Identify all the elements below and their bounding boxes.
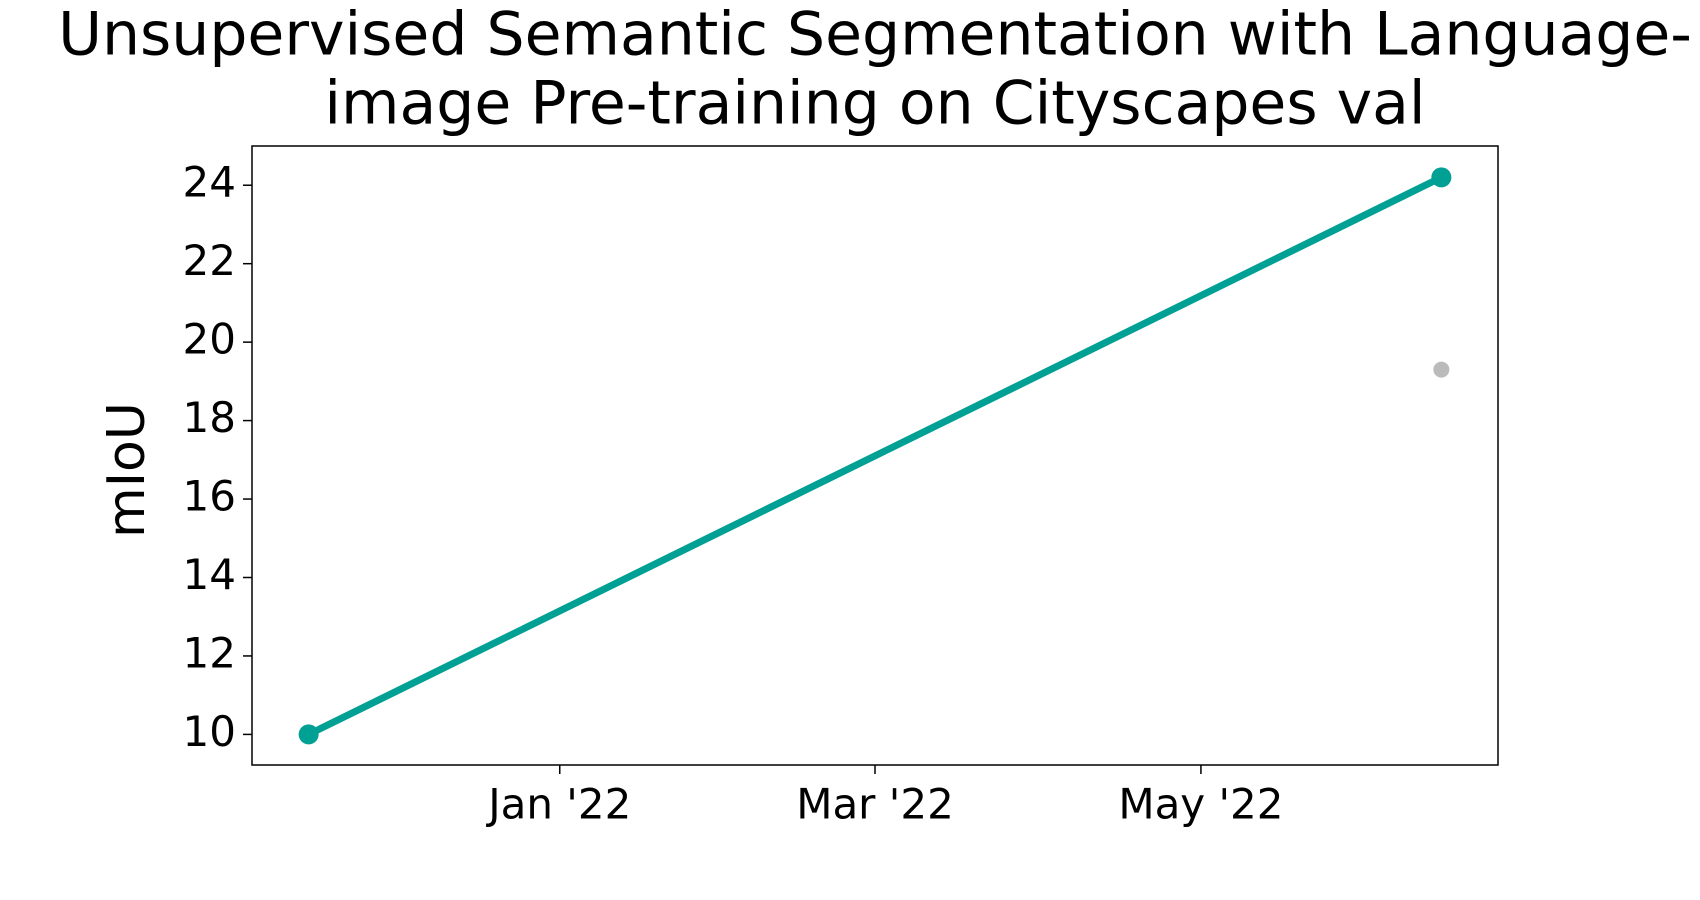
y-tick-label: 24 [183,158,236,207]
y-axis-label: mIoU [97,402,157,538]
chart-title: Unsupervised Semantic Segmentation with … [58,0,1692,70]
y-tick-label: 16 [183,472,236,521]
y-tick-label: 10 [183,707,236,756]
x-tick-label: Jan '22 [485,780,631,829]
data-point [1433,361,1450,378]
x-tick-label: Mar '22 [796,780,954,829]
y-tick-label: 14 [183,550,236,599]
y-tick-label: 12 [183,628,236,677]
y-tick-label: 18 [183,393,236,442]
y-tick-label: 20 [183,315,236,364]
x-tick-label: May '22 [1118,780,1283,829]
y-tick-label: 22 [183,236,236,285]
data-point [298,724,319,745]
data-point [1431,167,1452,188]
series-line [307,174,1443,738]
chart-title: image Pre-training on Cityscapes val [324,69,1425,139]
